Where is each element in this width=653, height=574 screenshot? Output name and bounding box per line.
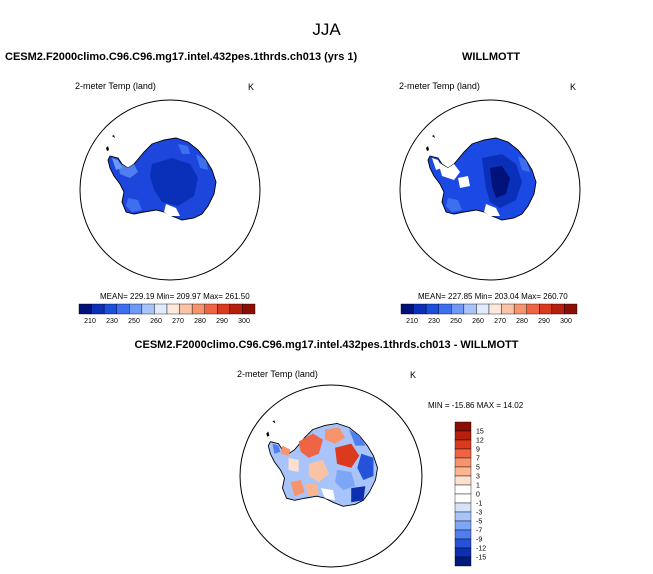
model-colorbar-swatch xyxy=(91,303,105,315)
diff-colorbar-swatch xyxy=(454,502,472,513)
diff-colorbar-tick-label: 5 xyxy=(476,465,480,472)
diff-colorbar-tick-label: -12 xyxy=(476,546,486,553)
model-panel-title: CESM2.F2000climo.C96.C96.mg17.intel.432p… xyxy=(5,51,358,63)
diff-stats: MIN = -15.86 MAX = 14.02 xyxy=(428,401,524,410)
model-colorbar-tick-label: 230 xyxy=(106,318,118,325)
obs-colorbar-tick-label: 230 xyxy=(428,318,440,325)
diff-colorbar-swatch xyxy=(454,547,472,558)
model-colorbar-tick-label: 210 xyxy=(84,318,96,325)
model-colorbar-swatch xyxy=(78,303,92,315)
model-colorbar-swatch xyxy=(103,303,117,315)
diff-colorbar-tick-label: 3 xyxy=(476,474,480,481)
model-variable-label: 2-meter Temp (land) xyxy=(75,81,156,91)
obs-colorbar-swatch xyxy=(564,303,578,315)
diff-colorbar-swatch xyxy=(454,529,472,540)
obs-colorbar-swatch xyxy=(425,303,439,315)
obs-map xyxy=(399,99,581,281)
obs-colorbar-tick-label: 270 xyxy=(494,318,506,325)
obs-colorbar: 210 230 250 260 270 280 290 300 xyxy=(400,303,578,325)
diff-colorbar-swatch xyxy=(454,556,472,567)
diff-colorbar-swatch xyxy=(454,475,472,486)
diff-colorbar-tick-label: 1 xyxy=(476,483,480,490)
diff-colorbar-swatch xyxy=(454,466,472,477)
model-colorbar-swatch xyxy=(154,303,168,315)
obs-colorbar-swatch xyxy=(413,303,427,315)
obs-colorbar-swatch xyxy=(438,303,452,315)
diff-colorbar-swatch xyxy=(454,538,472,549)
diff-colorbar-tick-label: 7 xyxy=(476,456,480,463)
diff-colorbar: 15 12 9 7 5 3 1 0 -1 -3 -5 -7 -9 -12 -15 xyxy=(454,421,486,567)
model-units-label: K xyxy=(248,82,255,92)
obs-colorbar-tick-label: 260 xyxy=(472,318,484,325)
obs-panel-title: WILLMOTT xyxy=(462,51,521,63)
obs-colorbar-swatch xyxy=(513,303,527,315)
obs-stats: MEAN= 227.85 Min= 203.04 Max= 260.70 xyxy=(418,292,568,301)
model-colorbar-tick-label: 290 xyxy=(216,318,228,325)
model-colorbar-swatch xyxy=(129,303,143,315)
diff-colorbar-tick-label: -9 xyxy=(476,537,482,544)
diff-colorbar-swatch xyxy=(454,421,472,432)
obs-colorbar-swatch xyxy=(451,303,465,315)
obs-colorbar-swatch xyxy=(463,303,477,315)
diff-colorbar-tick-label: -5 xyxy=(476,519,482,526)
obs-colorbar-tick-label: 300 xyxy=(560,318,572,325)
model-colorbar-swatch xyxy=(179,303,193,315)
model-stats: MEAN= 229.19 Min= 209.97 Max= 261.50 xyxy=(100,292,250,301)
diff-colorbar-tick-label: -15 xyxy=(476,555,486,562)
obs-colorbar-swatch xyxy=(526,303,540,315)
diff-colorbar-tick-label: 9 xyxy=(476,447,480,454)
diff-colorbar-swatch xyxy=(454,430,472,441)
diff-colorbar-swatch xyxy=(454,484,472,495)
diff-colorbar-swatch xyxy=(454,439,472,450)
diff-colorbar-swatch xyxy=(454,448,472,459)
model-colorbar-tick-label: 260 xyxy=(150,318,162,325)
model-colorbar-swatch xyxy=(229,303,243,315)
model-colorbar-swatch xyxy=(191,303,205,315)
model-colorbar-swatch xyxy=(204,303,218,315)
obs-variable-label: 2-meter Temp (land) xyxy=(399,81,480,91)
page-title: JJA xyxy=(312,20,341,39)
obs-colorbar-swatch xyxy=(551,303,565,315)
model-colorbar-swatch xyxy=(217,303,231,315)
obs-colorbar-tick-label: 290 xyxy=(538,318,550,325)
obs-colorbar-swatch xyxy=(488,303,502,315)
diff-colorbar-tick-label: -1 xyxy=(476,501,482,508)
diff-panel-title: CESM2.F2000climo.C96.C96.mg17.intel.432p… xyxy=(134,339,519,351)
diff-colorbar-tick-label: -3 xyxy=(476,510,482,517)
diff-colorbar-swatch xyxy=(454,493,472,504)
obs-colorbar-tick-label: 280 xyxy=(516,318,528,325)
obs-colorbar-swatch xyxy=(539,303,553,315)
model-colorbar-swatch xyxy=(242,303,256,315)
obs-colorbar-swatch xyxy=(476,303,490,315)
diff-units-label: K xyxy=(410,370,417,380)
obs-colorbar-swatch xyxy=(400,303,414,315)
model-colorbar-tick-label: 300 xyxy=(238,318,250,325)
model-colorbar-swatch xyxy=(166,303,180,315)
diff-colorbar-tick-label: -7 xyxy=(476,528,482,535)
obs-colorbar-tick-label: 210 xyxy=(406,318,418,325)
model-colorbar-tick-label: 270 xyxy=(172,318,184,325)
diff-colorbar-tick-label: 12 xyxy=(476,438,484,445)
model-colorbar-swatch xyxy=(116,303,130,315)
diff-colorbar-tick-label: 15 xyxy=(476,429,484,436)
model-colorbar-swatch xyxy=(141,303,155,315)
model-colorbar-tick-label: 280 xyxy=(194,318,206,325)
diff-map xyxy=(239,384,423,568)
obs-colorbar-tick-label: 250 xyxy=(450,318,462,325)
diff-colorbar-swatch xyxy=(454,511,472,522)
model-map xyxy=(79,99,261,281)
obs-colorbar-swatch xyxy=(501,303,515,315)
obs-units-label: K xyxy=(570,82,577,92)
diff-colorbar-swatch xyxy=(454,520,472,531)
model-colorbar-tick-label: 250 xyxy=(128,318,140,325)
diff-variable-label: 2-meter Temp (land) xyxy=(237,369,318,379)
diff-colorbar-tick-label: 0 xyxy=(476,492,480,499)
diff-colorbar-swatch xyxy=(454,457,472,468)
model-colorbar: 210 230 250 260 270 280 290 300 xyxy=(78,303,256,325)
